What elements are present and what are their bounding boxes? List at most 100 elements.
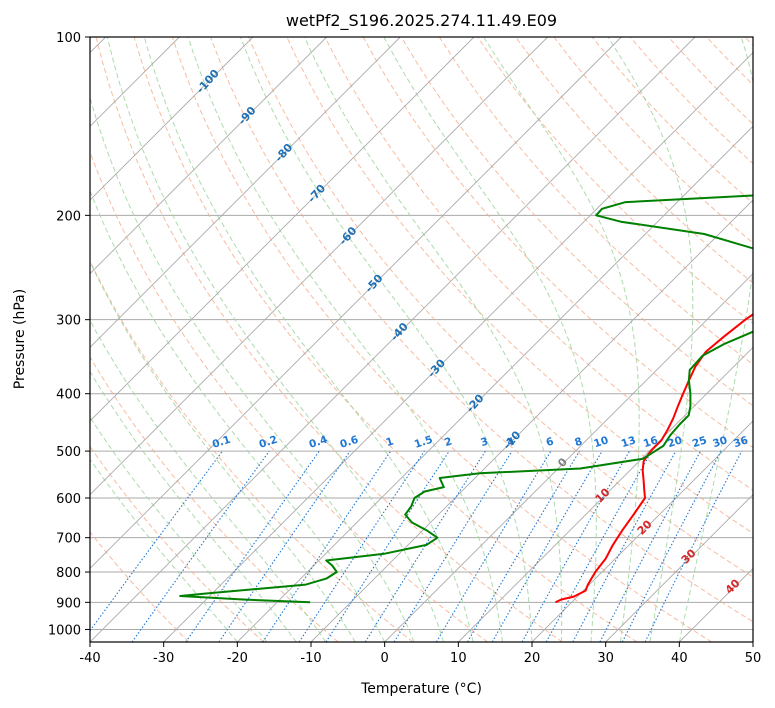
isotherm: [90, 37, 548, 496]
x-tick-label: -20: [227, 651, 248, 666]
x-tick-label: 40: [671, 651, 688, 666]
dry-adiabat: [438, 37, 753, 366]
isotherm: [605, 494, 753, 642]
isotherm: [163, 52, 753, 642]
mixing-ratio-label: 0.6: [338, 434, 359, 451]
isotherms: [90, 37, 753, 642]
isotherm: [531, 420, 753, 642]
dry-adiabat: [95, 37, 563, 642]
dry-adiabat: [171, 37, 712, 642]
y-tick-label: 800: [56, 566, 81, 581]
mixing-ratio-label: 30: [711, 434, 729, 450]
data-series: [179, 194, 753, 604]
mixing-ratio-label: 13: [620, 434, 638, 450]
moist-adiabat: [678, 37, 753, 642]
y-tick-label: 300: [56, 314, 81, 329]
mixing-ratio-label: 10: [592, 434, 610, 450]
mixing-ratio-label: 3: [479, 435, 490, 449]
x-tick-label: 0: [381, 651, 389, 666]
isotherm: [90, 37, 254, 201]
mixing-ratio-line: [435, 450, 552, 642]
temperature-profile: [555, 313, 753, 604]
isotherm: [90, 37, 327, 275]
dry-adiabat: [90, 445, 264, 642]
moist-adiabat: [607, 37, 694, 642]
pressure-gridlines: [90, 37, 753, 630]
dry-adiabat: [210, 37, 753, 623]
isotherm: [90, 37, 696, 642]
dry-adiabat: [324, 37, 753, 491]
y-axis-label: Pressure (hPa): [12, 289, 28, 389]
chart-title: wetPf2_S196.2025.274.11.49.E09: [286, 11, 557, 31]
moist-adiabat: [106, 37, 445, 642]
mixing-ratio-label: 0.1: [211, 434, 232, 451]
mixing-ratio-line: [262, 450, 392, 642]
mixing-ratio-label: 6: [545, 435, 556, 449]
mixing-ratio-line: [621, 450, 722, 642]
plot-frame: [89, 36, 754, 643]
dewpoint-profile: [179, 194, 753, 604]
moist-adiabat: [240, 37, 533, 642]
axes: -40 -30 -20 -10 0 10 20 30 40 5010020030040050060…: [48, 31, 761, 666]
isotherm: [458, 346, 753, 642]
x-axis-label: Temperature (°C): [360, 681, 482, 697]
mixing-ratio-label: 0.4: [308, 434, 329, 451]
x-tick-label: 30: [597, 651, 614, 666]
isotherm: [90, 37, 401, 348]
moist-adiabat: [90, 189, 386, 642]
mixing-ratio-line: [185, 450, 320, 642]
mixing-ratio-line: [90, 450, 223, 632]
moist-adiabat: [90, 319, 327, 642]
x-tick-label: -30: [153, 651, 174, 666]
mixing-ratio-label: 0.2: [258, 434, 279, 451]
dry-adiabat: [90, 150, 488, 642]
mixing-ratio-line: [599, 450, 701, 642]
moist-adiabat: [143, 37, 474, 642]
y-tick-label: 200: [56, 209, 81, 224]
isotherm: [384, 273, 753, 642]
mixing-ratio-label: 2: [443, 435, 454, 449]
mixing-ratio-line: [572, 450, 677, 642]
y-tick-label: 100: [56, 31, 81, 46]
x-tick-label: 50: [745, 651, 762, 666]
mixing-ratio-line: [218, 450, 351, 642]
y-tick-label: 500: [56, 445, 81, 460]
dry-adiabat: [400, 37, 753, 407]
mixing-ratio-line: [644, 450, 743, 642]
dry-adiabat: [515, 37, 753, 284]
dry-adiabat: [90, 356, 339, 642]
mixing-ratio-label: 1: [384, 435, 395, 449]
moist-adiabat: [383, 37, 597, 642]
mixing-ratio-line: [298, 450, 425, 642]
moist-adiabat: [187, 37, 503, 642]
moist-adiabat: [90, 416, 268, 642]
mixing-ratio-line: [131, 450, 270, 642]
mixing-ratio-label: 4: [506, 435, 517, 449]
y-tick-label: 600: [56, 492, 81, 507]
mixing-ratio-label: 1.5: [413, 434, 434, 451]
x-tick-label: 10: [450, 651, 467, 666]
y-tick-label: 700: [56, 532, 81, 547]
mixing-ratio-line: [393, 450, 513, 642]
mixing-ratio-label: 8: [573, 435, 584, 449]
mixing-ratio-label: 16: [642, 434, 660, 450]
y-tick-label: 900: [56, 596, 81, 611]
isotherm: [90, 37, 622, 569]
moist-adiabat: [90, 458, 238, 642]
x-tick-label: 20: [524, 651, 541, 666]
mixing-ratio-label: 36: [732, 434, 750, 450]
x-tick-label: -10: [300, 651, 321, 666]
dry-adiabat: [248, 37, 753, 578]
moist-adiabat: [90, 260, 356, 642]
mixing-ratio-line: [364, 450, 486, 642]
isotherm: [237, 125, 753, 642]
moist-adiabat: [483, 37, 640, 642]
mixing-ratio-line: [521, 450, 630, 642]
y-tick-label: 1000: [48, 623, 81, 638]
mixing-ratio-label: 20: [666, 434, 684, 450]
isotherm: [90, 37, 475, 422]
plot-area: 0.1 0.2 0.4 0.6 1 1.5 2 3 4 6 8 10 13 16 20 25 30 36-100-…: [90, 37, 753, 642]
mixing-ratio-line: [545, 450, 653, 642]
dry-adiabats: [90, 37, 753, 642]
